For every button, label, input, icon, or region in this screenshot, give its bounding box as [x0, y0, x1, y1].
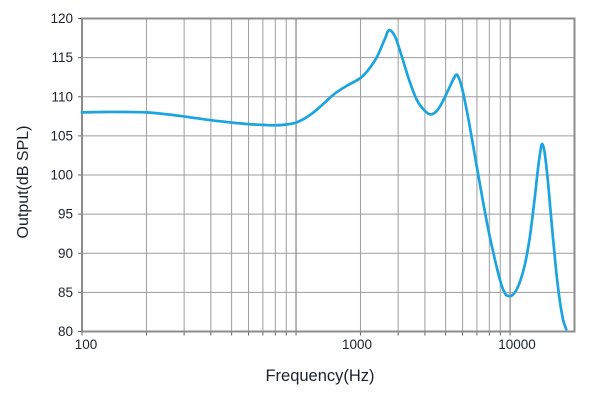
plot-border — [81, 17, 576, 333]
x-tick-label: 100 — [75, 337, 98, 352]
y-tick-label: 110 — [51, 89, 73, 104]
y-axis-title: Output(dB SPL) — [15, 126, 32, 239]
y-tick-label: 105 — [50, 128, 73, 143]
y-tick-label: 100 — [50, 168, 73, 183]
response-curve — [80, 28, 568, 331]
y-tick-label: 115 — [51, 50, 73, 65]
x-axis-tick-labels: 100 1000 10000 — [75, 337, 536, 352]
y-tick-label: 80 — [58, 324, 73, 339]
y-tick-label: 95 — [58, 207, 73, 222]
x-axis-title: Frequency(Hz) — [265, 367, 374, 385]
x-tick-label: 1000 — [342, 337, 372, 352]
y-tick-label: 85 — [58, 285, 73, 300]
y-tick-label: 120 — [50, 11, 73, 26]
x-tick-label: 10000 — [498, 337, 536, 352]
y-tick-label: 90 — [58, 246, 73, 261]
y-axis-tick-labels: 80 85 90 95 100 105 110 115 120 — [50, 11, 73, 339]
